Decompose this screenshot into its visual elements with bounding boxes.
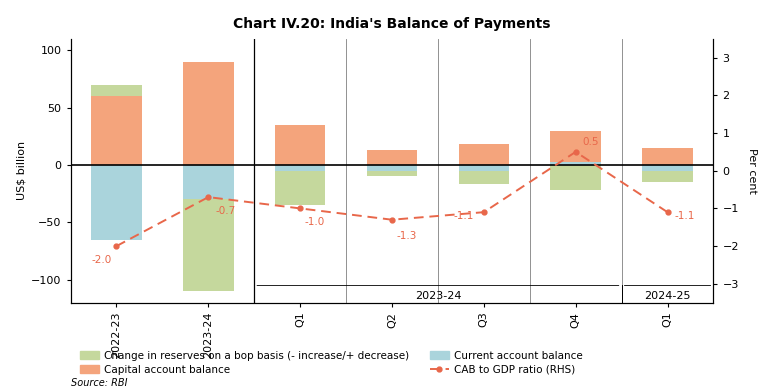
Bar <box>642 171 693 182</box>
Text: Source: RBI: Source: RBI <box>71 378 127 388</box>
Text: 0.5: 0.5 <box>583 137 599 147</box>
Bar <box>91 96 142 165</box>
Bar <box>183 165 234 199</box>
Bar <box>183 199 234 291</box>
Bar <box>642 148 693 165</box>
Text: -1.1: -1.1 <box>453 211 474 221</box>
Text: -1.0: -1.0 <box>304 217 325 227</box>
Bar <box>459 165 509 171</box>
Bar <box>275 171 325 205</box>
Y-axis label: US$ billion: US$ billion <box>17 141 27 200</box>
Bar <box>550 161 601 190</box>
Title: Chart IV.20: India's Balance of Payments: Chart IV.20: India's Balance of Payments <box>234 17 550 31</box>
Bar <box>91 165 142 239</box>
Bar <box>275 165 325 171</box>
Bar <box>459 144 509 165</box>
Text: -1.3: -1.3 <box>396 231 416 241</box>
Bar <box>642 165 693 171</box>
Bar <box>550 161 601 165</box>
Bar <box>550 131 601 165</box>
Text: 2024-25: 2024-25 <box>644 291 691 301</box>
Y-axis label: Per cent: Per cent <box>747 148 757 194</box>
Bar <box>367 165 417 171</box>
Bar <box>91 85 142 96</box>
Text: -1.1: -1.1 <box>674 211 695 221</box>
Legend: Change in reserves on a bop basis (- increase/+ decrease), Capital account balan: Change in reserves on a bop basis (- inc… <box>76 346 586 379</box>
Bar <box>459 171 509 184</box>
Bar <box>275 125 325 165</box>
Text: -2.0: -2.0 <box>92 255 112 265</box>
Text: 2023-24: 2023-24 <box>415 291 461 301</box>
Bar <box>183 62 234 165</box>
Bar <box>367 171 417 177</box>
Bar <box>367 150 417 165</box>
Text: -0.7: -0.7 <box>216 206 235 216</box>
